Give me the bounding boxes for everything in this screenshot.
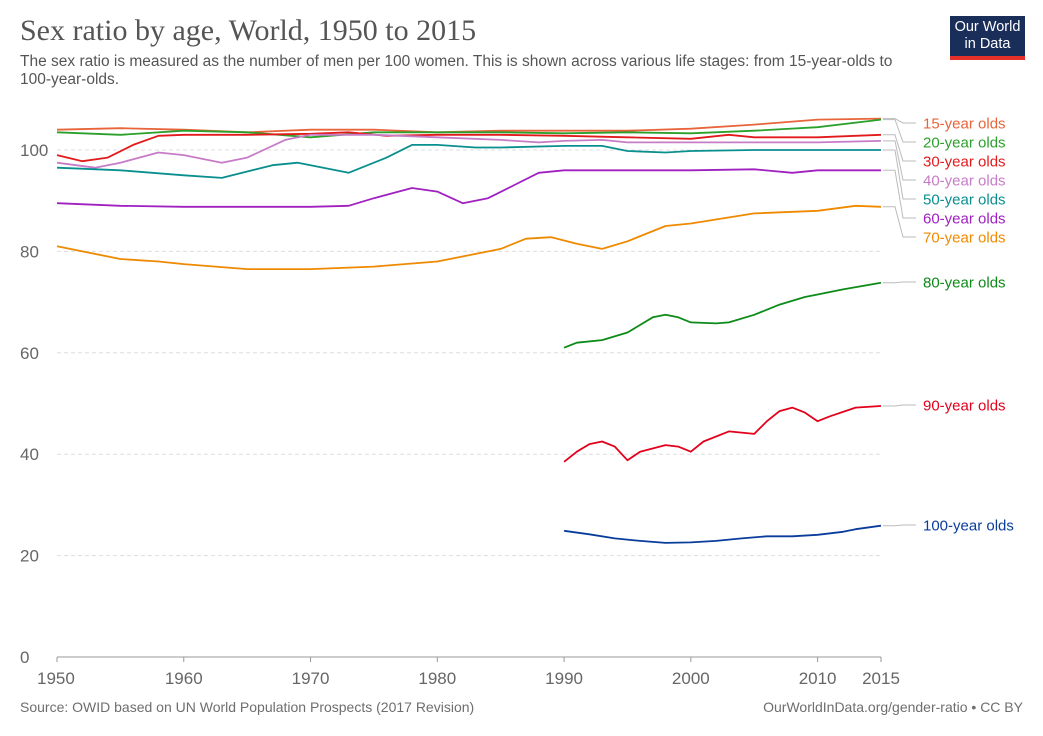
series-line[interactable] [56, 204, 882, 271]
logo-line-1: Our World [954, 19, 1021, 35]
label-leader-line [883, 149, 916, 200]
series-label[interactable]: 80-year olds [923, 275, 1006, 292]
label-leader-line [883, 134, 916, 162]
series-labels: 15-year olds 20-year olds 30-year olds 40-y… [883, 116, 1014, 535]
series-line[interactable] [563, 281, 882, 349]
y-tick-label: 60 [20, 344, 39, 363]
y-tick-label: 80 [20, 242, 39, 261]
x-tick-label: 1970 [292, 669, 330, 688]
series-label[interactable]: 90-year olds [923, 398, 1006, 415]
label-leader-line [883, 404, 916, 407]
x-tick-label: 1960 [165, 669, 203, 688]
y-tick-label: 20 [20, 547, 39, 566]
series-label[interactable]: 15-year olds [923, 116, 1006, 133]
x-tick-label: 2010 [799, 669, 837, 688]
label-leader-line [883, 118, 916, 124]
credit-link[interactable]: OurWorldInData.org/gender-ratio • CC BY [763, 699, 1023, 715]
label-leader-line [883, 169, 916, 219]
y-tick-label: 0 [20, 648, 29, 667]
series-label[interactable]: 30-year olds [923, 154, 1006, 171]
series-label[interactable]: 50-year olds [923, 192, 1006, 209]
series-line[interactable] [56, 118, 882, 139]
label-leader-line [883, 140, 916, 181]
label-leader-line [883, 281, 916, 284]
series-lines [56, 117, 882, 544]
series-line[interactable] [563, 524, 882, 544]
label-leader-line [883, 119, 916, 143]
source-note: Source: OWID based on UN World Populatio… [20, 699, 475, 715]
x-tick-label: 1950 [37, 669, 75, 688]
y-tick-label: 100 [20, 141, 48, 160]
label-leader-line [883, 524, 916, 527]
series-label[interactable]: 20-year olds [923, 135, 1006, 152]
logo-line-2: in Data [964, 36, 1011, 52]
series-label[interactable]: 100-year olds [923, 518, 1014, 535]
y-tick-label: 40 [20, 445, 39, 464]
x-tick-label: 1980 [418, 669, 456, 688]
x-tick-label: 1990 [545, 669, 583, 688]
series-line[interactable] [563, 405, 882, 463]
series-line[interactable] [56, 143, 881, 179]
series-label[interactable]: 60-year olds [923, 211, 1006, 228]
label-leader-line [883, 206, 916, 238]
x-tick-label: 2000 [672, 669, 710, 688]
series-label[interactable]: 70-year olds [923, 230, 1006, 247]
chart-title: Sex ratio by age, World, 1950 to 2015 [20, 14, 477, 47]
series-line[interactable] [56, 168, 881, 208]
chart-subtitle: The sex ratio is measured as the number … [20, 53, 893, 88]
series-label[interactable]: 40-year olds [923, 173, 1006, 190]
gridlines [57, 149, 881, 557]
series-line[interactable] [56, 133, 882, 169]
x-tick-label: 2015 [862, 669, 900, 688]
axes: 0 20 40 60 80 100 1950 1960 1970 1980 1990 2000 2010… [20, 141, 900, 688]
owid-logo[interactable]: Our World in Data [950, 16, 1025, 60]
